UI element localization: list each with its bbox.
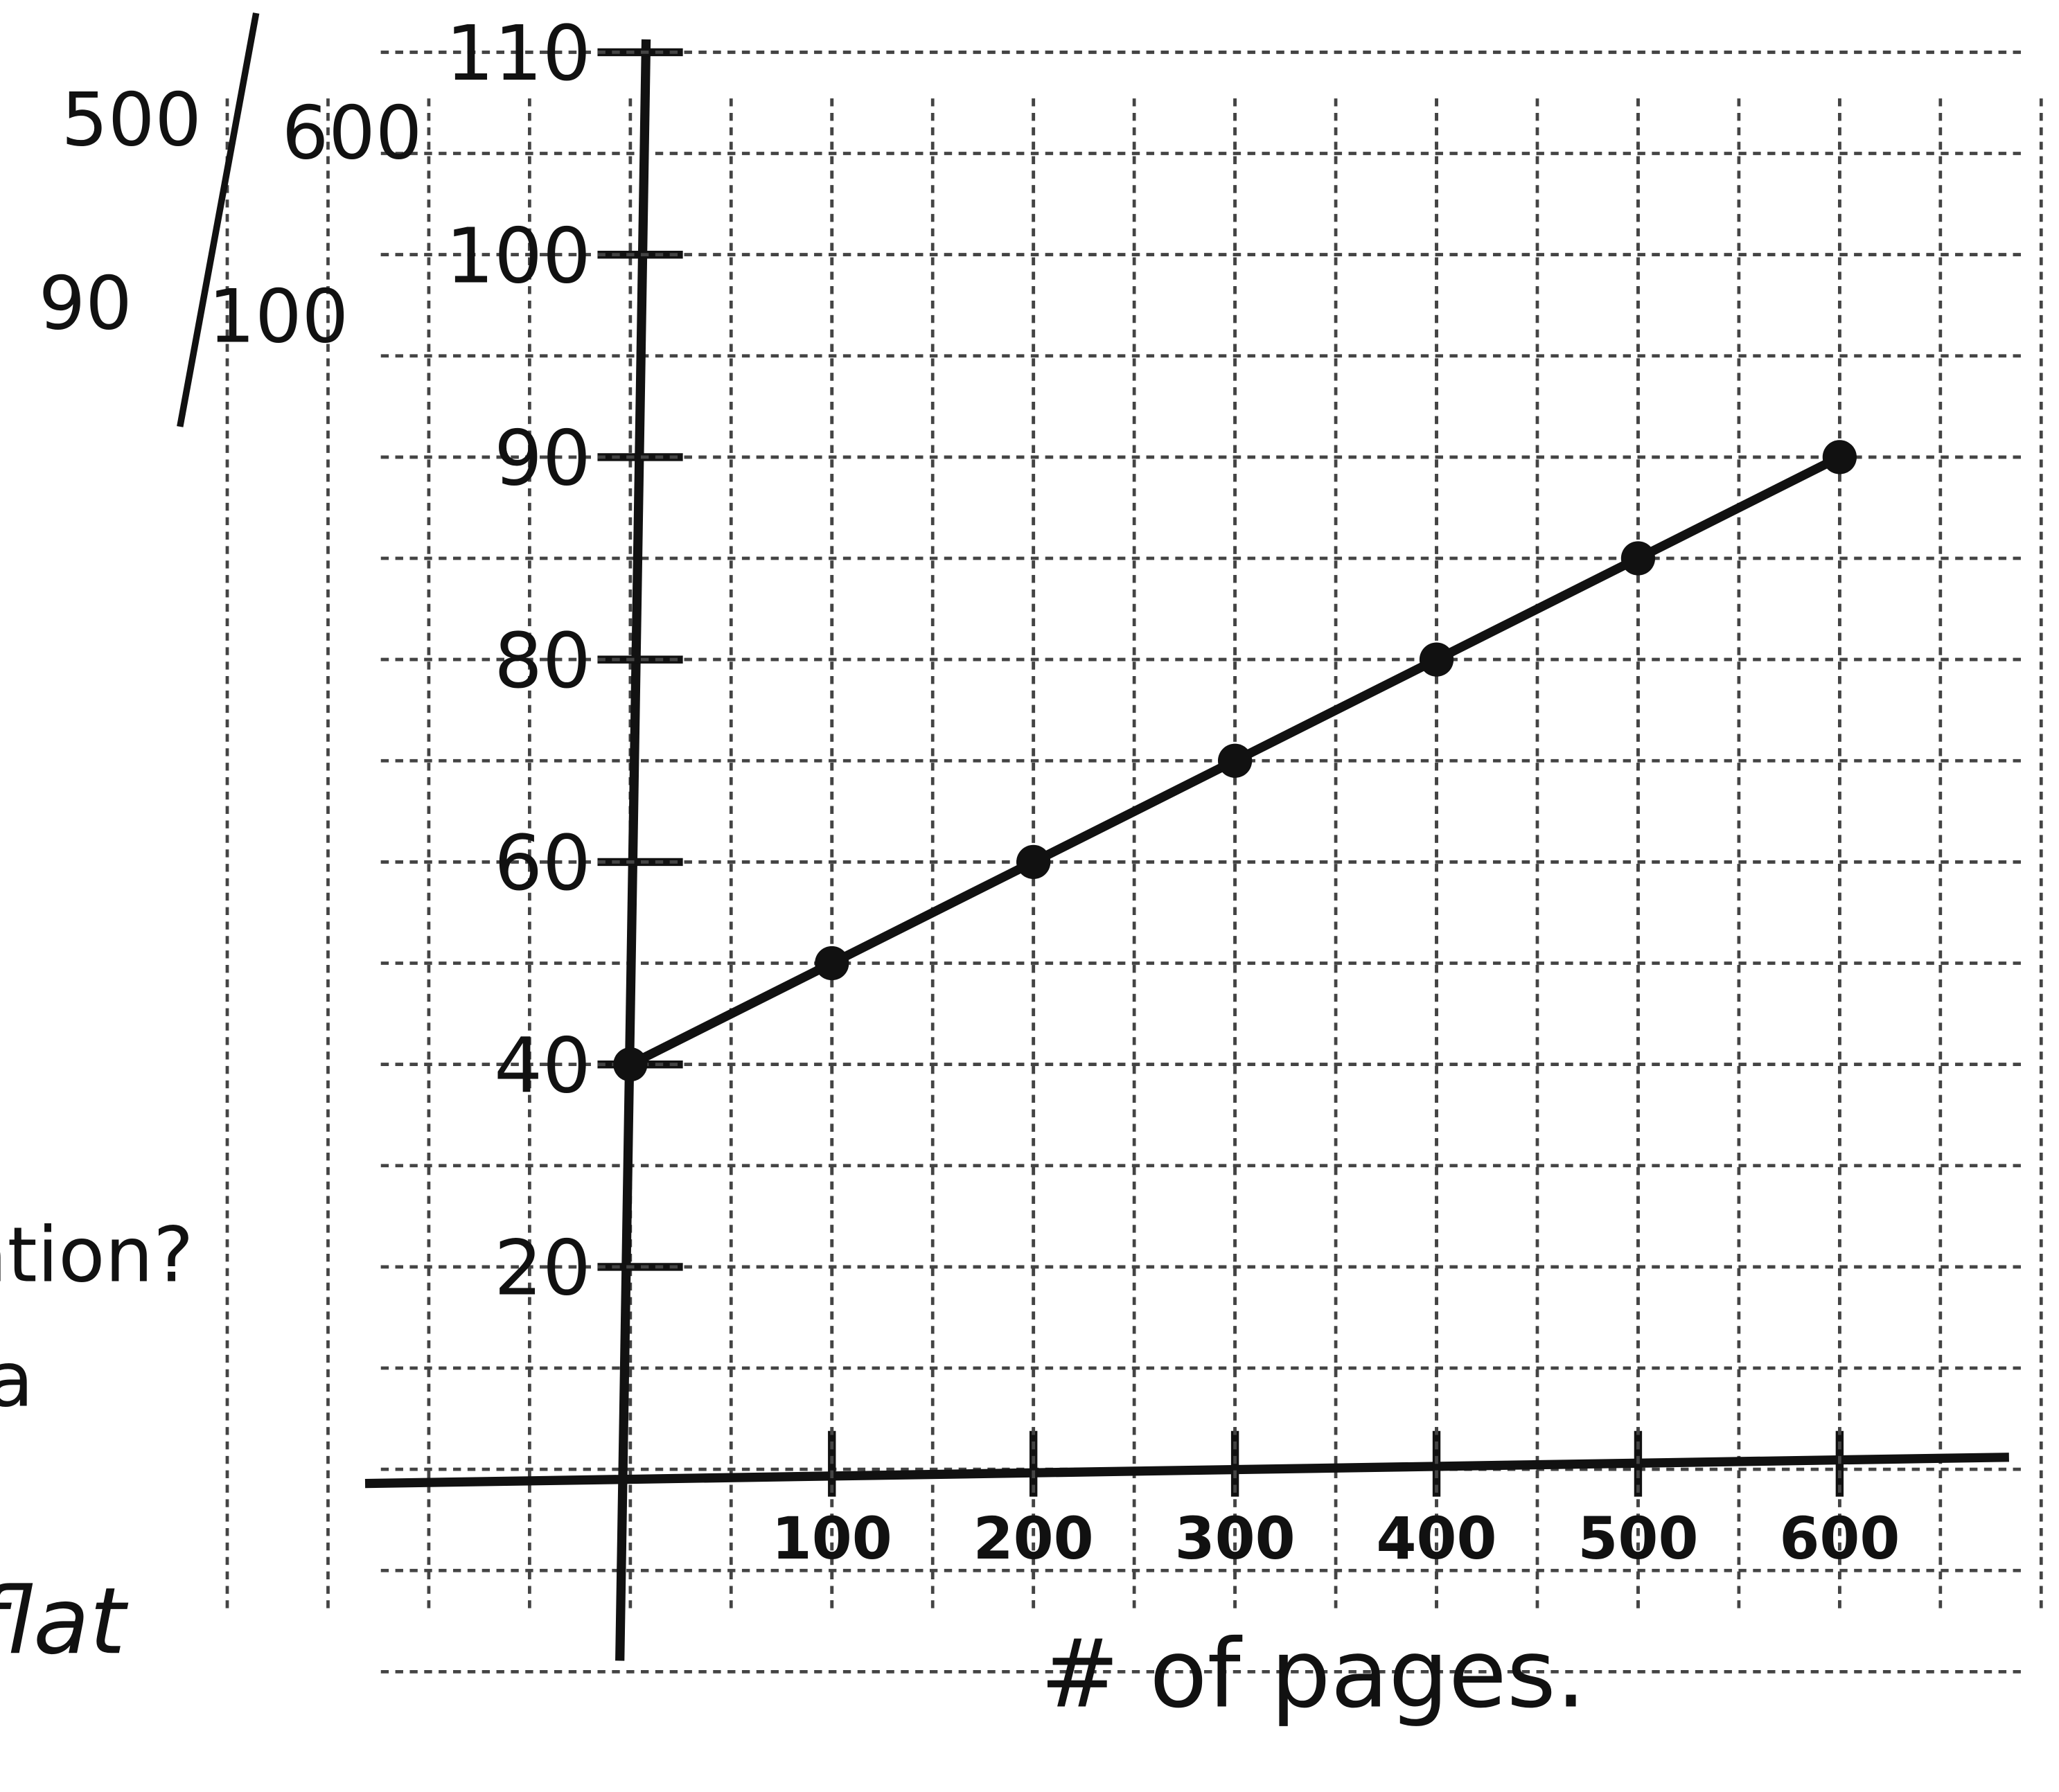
x-axis	[365, 1457, 2009, 1484]
page: {"chart_data": {"type": "line", "x_label…	[0, 0, 2059, 1792]
note: flat	[0, 1568, 129, 1675]
x-tick-label: 300	[1175, 1505, 1296, 1572]
x-tick-label: 400	[1377, 1505, 1497, 1572]
note: 600	[282, 90, 423, 176]
y-tick-label: 110	[445, 9, 591, 98]
x-axis-label: # of pages.	[1040, 1619, 1586, 1729]
y-tick-label: 80	[494, 616, 591, 705]
point	[613, 1047, 647, 1081]
x-tick-label: 500	[1578, 1505, 1698, 1572]
x-tick-label: 100	[772, 1505, 892, 1572]
point	[1016, 845, 1050, 879]
point	[1218, 744, 1252, 778]
point	[1823, 440, 1857, 474]
note: 500	[61, 77, 202, 163]
y-tick-label: 100	[445, 211, 591, 300]
chart: 500 600 90 100 ation? a flat # of pages.…	[0, 0, 2059, 1792]
point	[1420, 643, 1453, 677]
y-axis	[620, 39, 646, 1661]
x-tick-label: 200	[973, 1505, 1094, 1572]
y-tick-label: 60	[494, 819, 591, 907]
x-tick-label: 600	[1779, 1505, 1900, 1572]
question-text: ation?	[0, 1211, 193, 1299]
y-tick-label: 20	[494, 1224, 591, 1313]
y-tick-label: 40	[494, 1021, 591, 1110]
point	[815, 946, 849, 980]
y-tick-label: 90	[494, 414, 591, 503]
note: 100	[209, 274, 349, 360]
point	[1621, 541, 1655, 575]
question-text: a	[0, 1336, 34, 1424]
note-slash	[180, 13, 256, 427]
note: 90	[39, 261, 132, 347]
